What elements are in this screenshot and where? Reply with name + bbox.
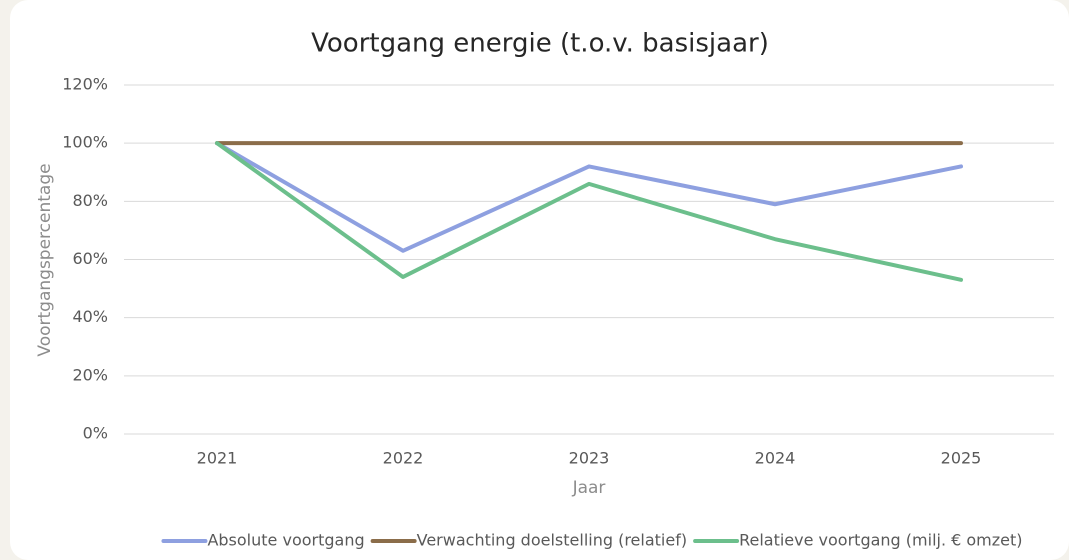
- data-line: [215, 141, 963, 253]
- chart-background: [10, 0, 1069, 560]
- y-tick-label: 20%: [72, 365, 108, 384]
- y-tick-label: 40%: [72, 307, 108, 326]
- chart-title: Voortgang energie (t.o.v. basisjaar): [311, 29, 769, 59]
- legend-label: Relatieve voortgang (milj. € omzet): [739, 531, 1022, 550]
- x-tick-label: 2021: [197, 449, 238, 468]
- x-tick-label: 2024: [755, 449, 796, 468]
- y-axis-title: Voortgangspercentage: [35, 163, 55, 356]
- y-tick-label: 80%: [72, 191, 108, 210]
- y-tick-label: 60%: [72, 249, 108, 268]
- x-tick-label: 2022: [383, 449, 424, 468]
- legend-label: Verwachting doelstelling (relatief): [417, 531, 687, 550]
- y-tick-label: 120%: [62, 75, 108, 94]
- x-axis-title: Jaar: [572, 478, 606, 498]
- x-tick-label: 2025: [941, 449, 982, 468]
- x-tick-label: 2023: [569, 449, 610, 468]
- legend-label: Absolute voortgang: [207, 531, 364, 550]
- data-line: [215, 141, 963, 282]
- y-tick-label: 100%: [62, 133, 108, 152]
- y-tick-label: 0%: [83, 424, 108, 443]
